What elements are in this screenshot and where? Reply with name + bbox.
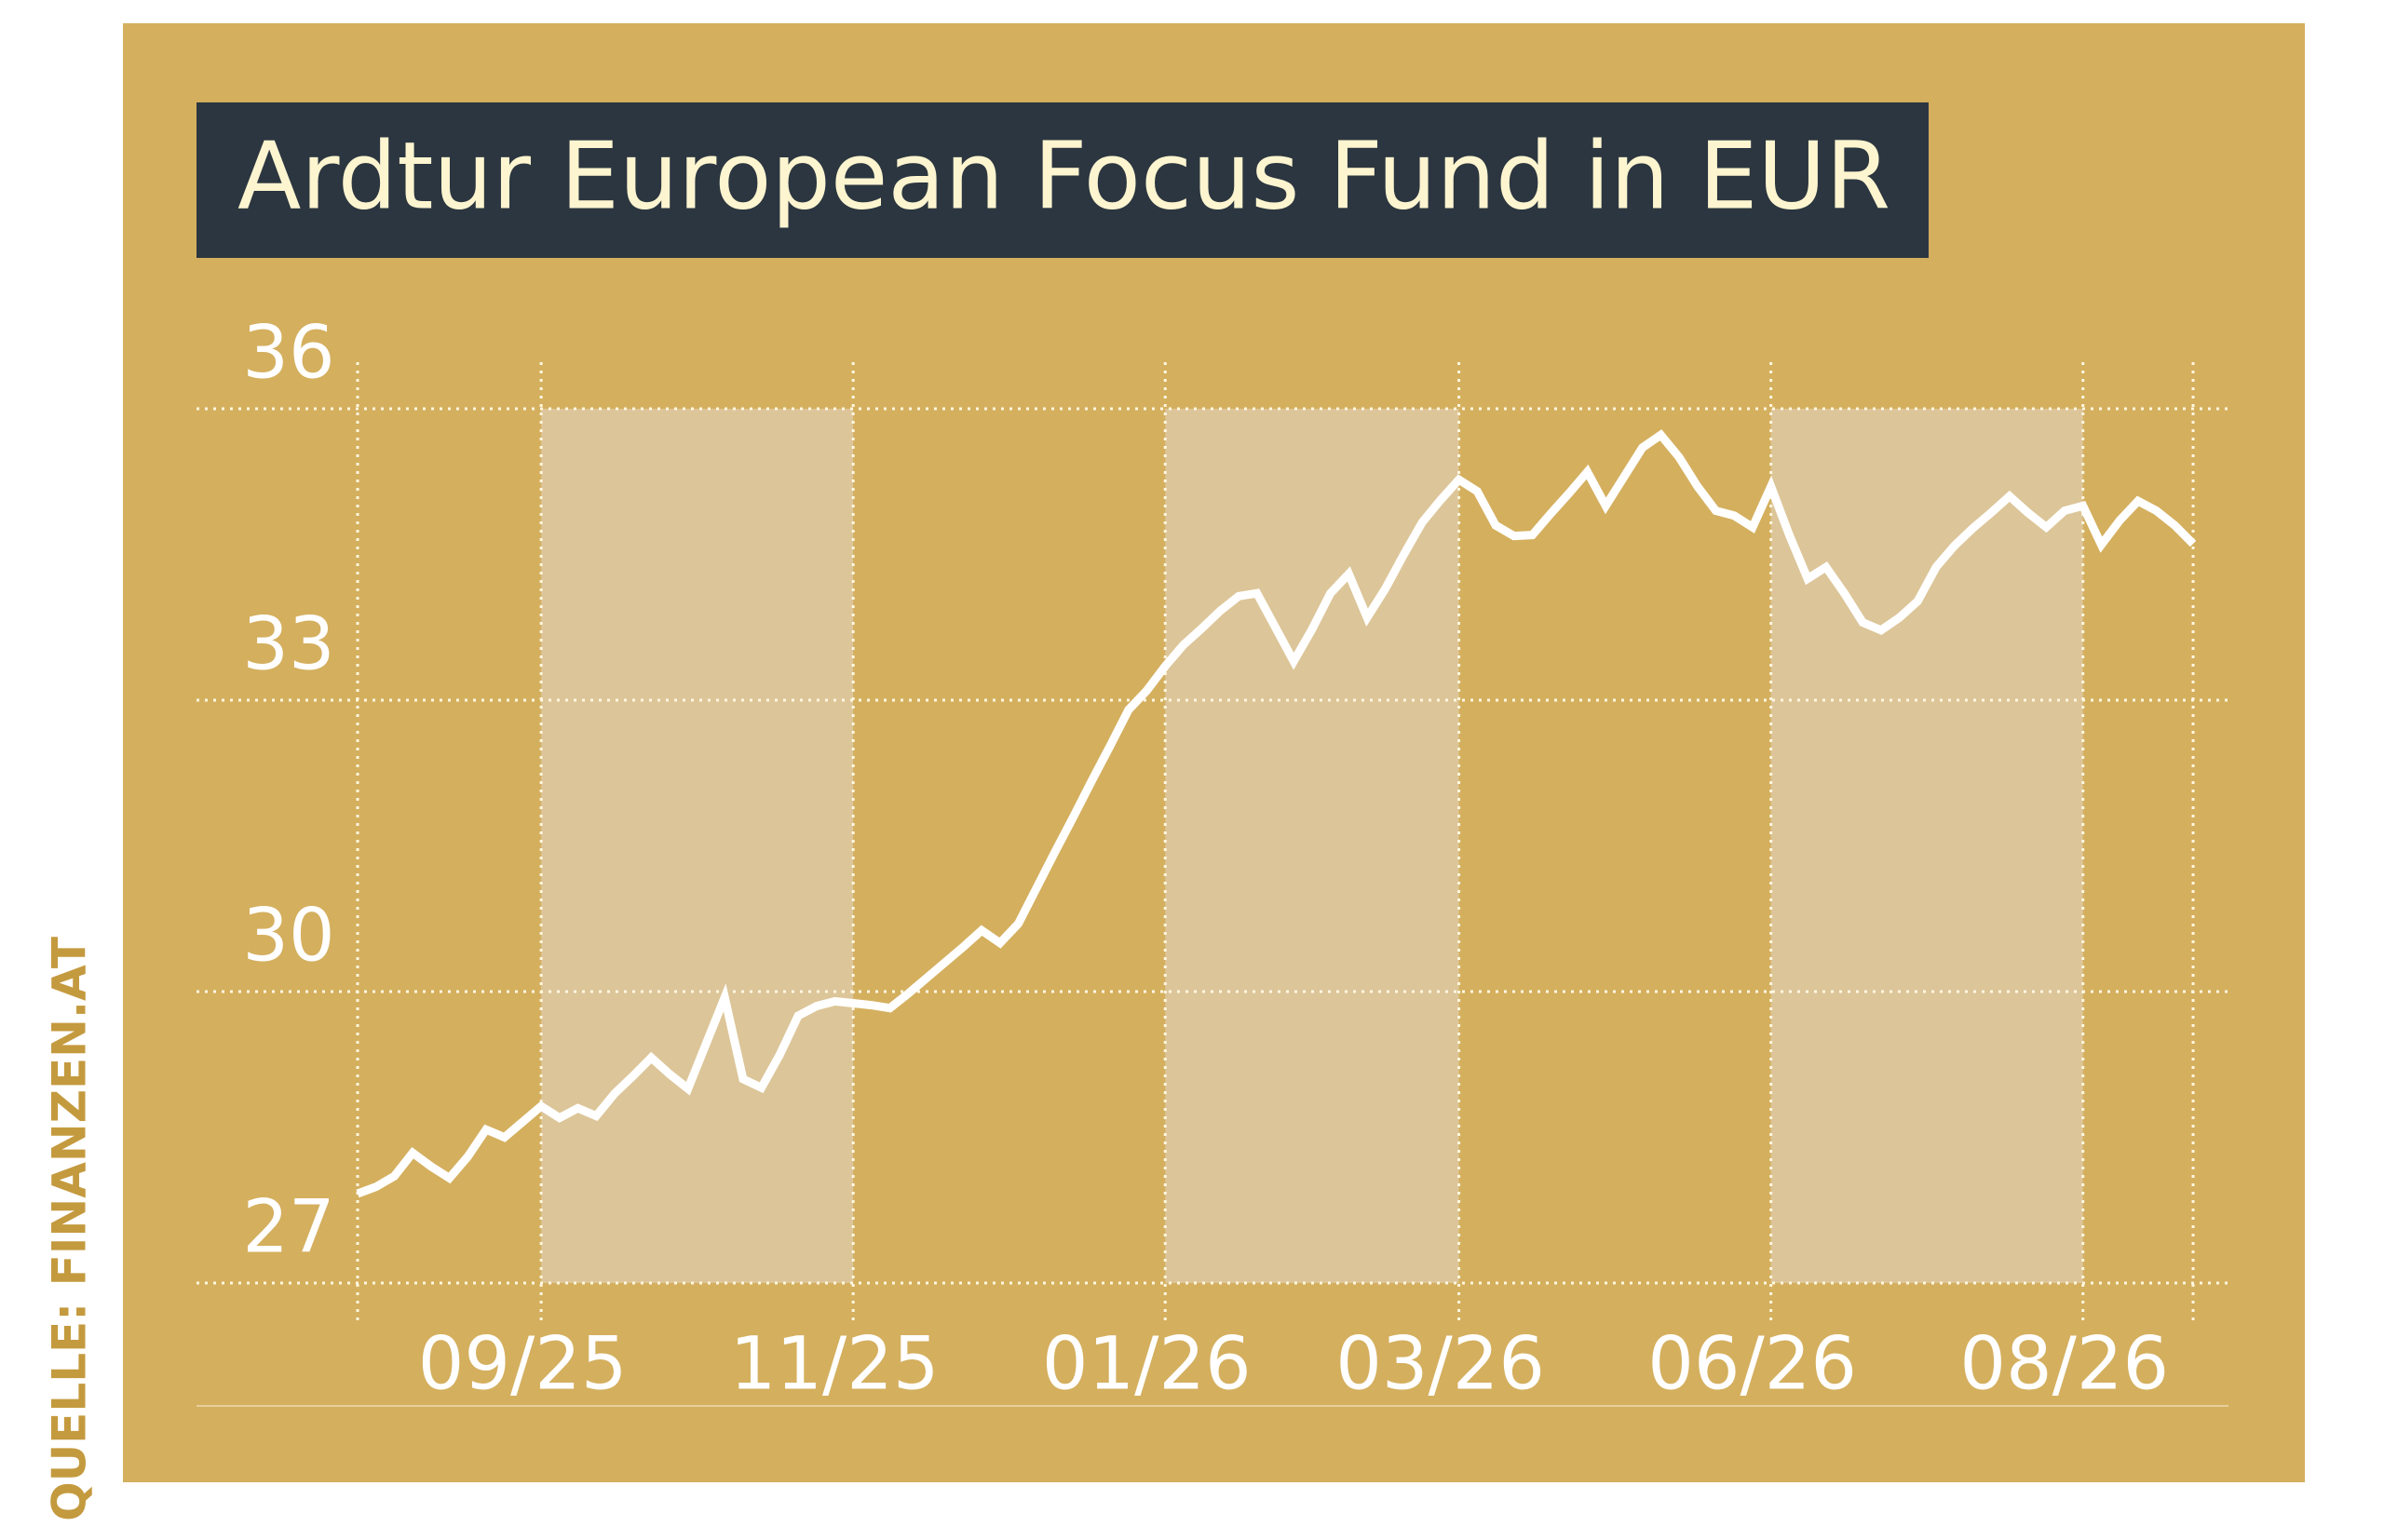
title-box [196, 102, 1929, 258]
source-note: QUELLE: FINANZEN.AT [43, 937, 97, 1521]
y-tick-label: 30 [242, 894, 334, 978]
x-tick-label: 06/26 [1647, 1322, 1857, 1406]
x-tick-label: 03/26 [1335, 1322, 1545, 1406]
shaded-band [1770, 409, 2083, 1283]
shaded-band [1165, 409, 1459, 1283]
chart-title: Ardtur European Focus Fund in EUR [237, 121, 1890, 230]
y-tick-label: 27 [242, 1185, 334, 1269]
x-tick-label: 09/25 [418, 1322, 628, 1406]
x-tick-label: 11/25 [730, 1322, 940, 1406]
shaded-band [541, 409, 854, 1283]
x-tick-label: 08/26 [1959, 1322, 2169, 1406]
data-line [356, 429, 2197, 1198]
y-tick-label: 33 [242, 602, 334, 686]
x-tick-label: 01/26 [1042, 1322, 1252, 1406]
y-tick-label: 36 [242, 311, 334, 395]
